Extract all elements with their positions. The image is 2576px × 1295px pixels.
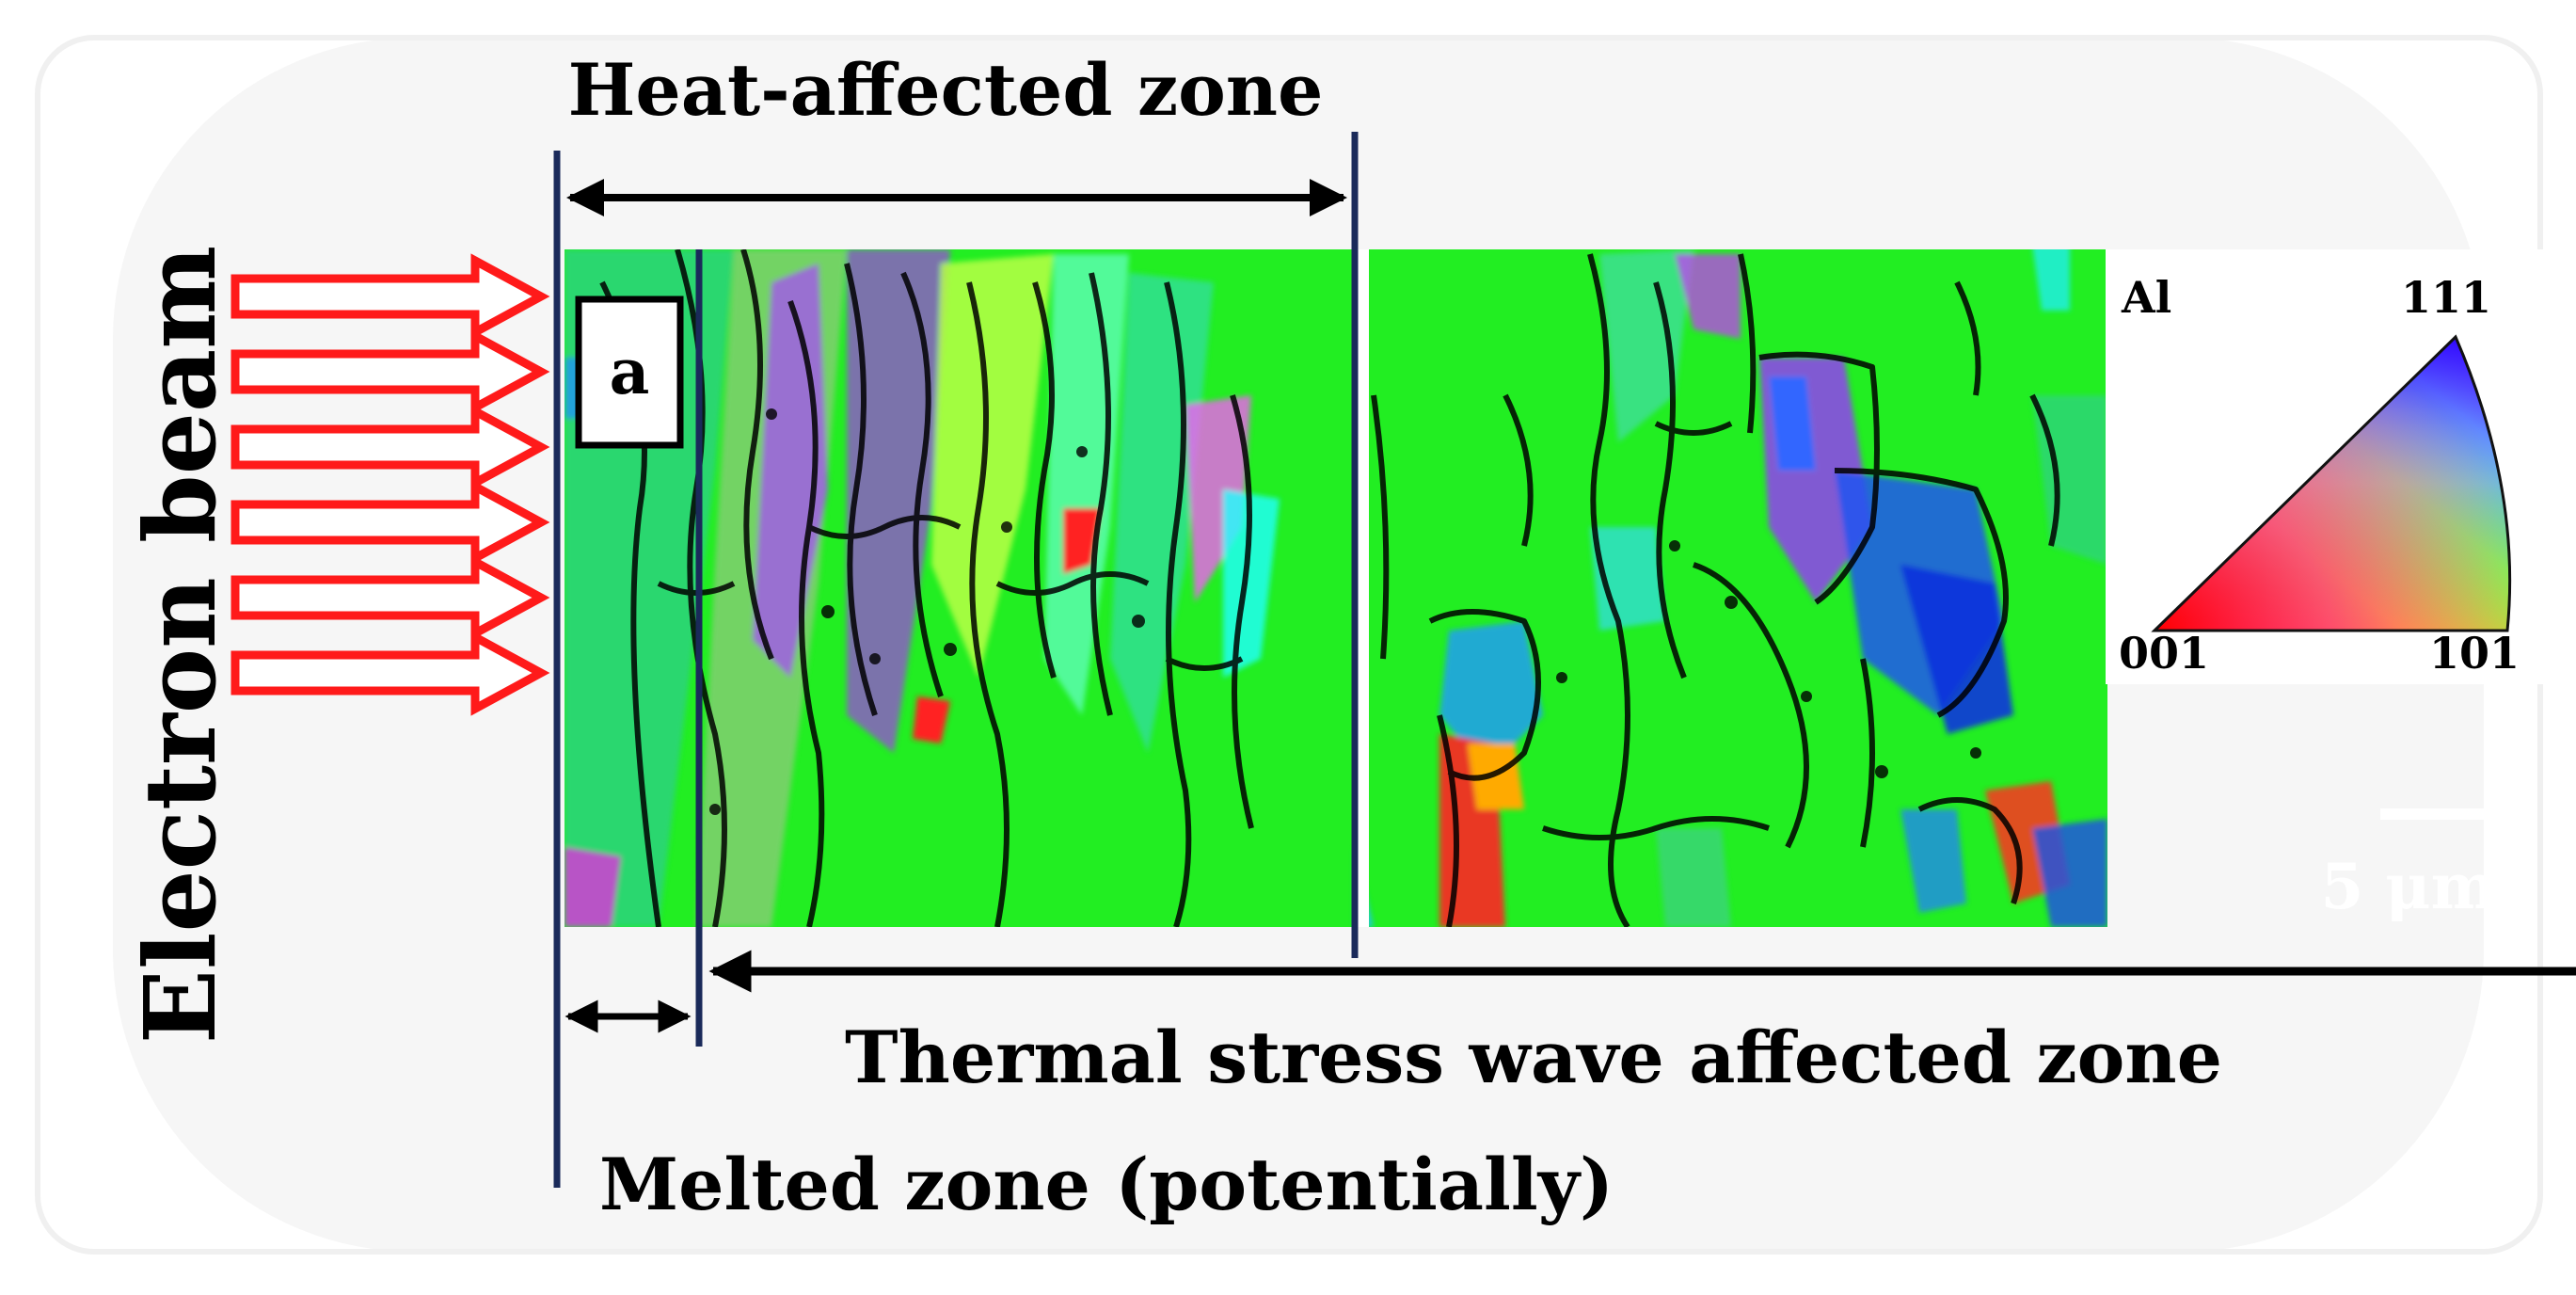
- beam-arrow: [231, 630, 550, 716]
- ebsd-map: [564, 249, 2107, 927]
- beam-arrows: [231, 253, 550, 716]
- panel-label: a: [610, 335, 650, 408]
- beam-arrow: [231, 328, 550, 415]
- tswaz-label: Thermal stress wave affected zone: [845, 1015, 2222, 1099]
- beam-arrow: [231, 479, 550, 566]
- legend-material: Al: [2121, 272, 2171, 323]
- haz-label: Heat-affected zone: [568, 48, 1324, 132]
- beam-arrow: [231, 253, 550, 340]
- legend-corner-101: 101: [2429, 628, 2520, 679]
- beam-arrow: [231, 404, 550, 490]
- beam-arrow: [231, 554, 550, 641]
- ipf-legend: Al 111 001 101: [2106, 249, 2576, 684]
- beam-label: Electron beam: [122, 246, 238, 1045]
- panel-label-box: [575, 296, 684, 449]
- legend-corner-111: 111: [2401, 272, 2491, 323]
- legend-corner-001: 001: [2119, 628, 2209, 679]
- melted-label: Melted zone (potentially): [599, 1143, 1614, 1226]
- scale-bar-label: 5 μm: [2320, 850, 2496, 923]
